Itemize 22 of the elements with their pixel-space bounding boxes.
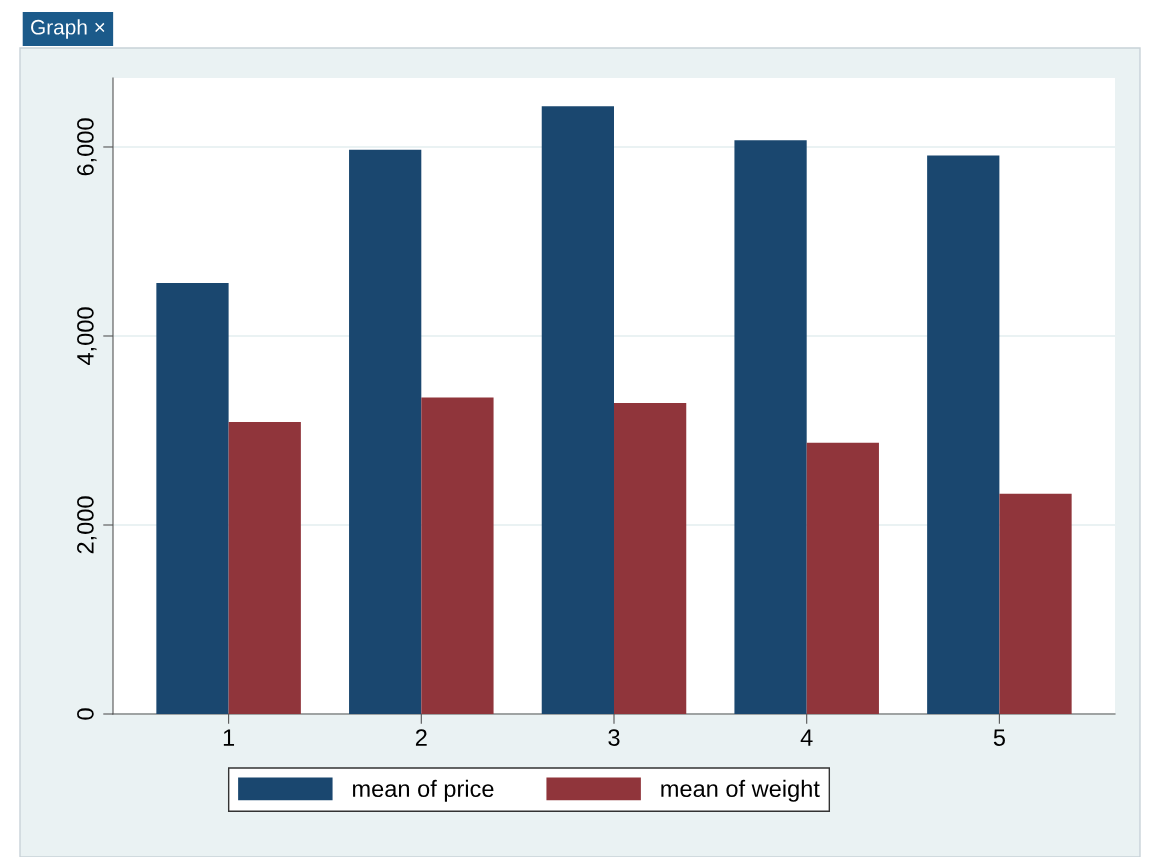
- bar: [349, 149, 422, 714]
- bar: [999, 493, 1072, 714]
- bar: [421, 397, 494, 714]
- bar: [927, 155, 1000, 714]
- x-tick-label: 4: [800, 729, 813, 746]
- y-tick-label: 6,000: [77, 118, 97, 176]
- bar: [806, 442, 879, 714]
- bar: [734, 140, 807, 714]
- x-tick-label: 5: [993, 729, 1005, 746]
- legend-label: mean of price: [353, 779, 494, 802]
- legend-label: mean of weight: [661, 779, 820, 802]
- text: Graph ×: [31, 19, 105, 39]
- y-tick-label: 2,000: [77, 496, 97, 554]
- bar: [614, 403, 687, 714]
- y-tick-label: 4,000: [77, 307, 97, 365]
- x-tick-label: 2: [415, 729, 427, 746]
- bar: [156, 283, 229, 714]
- bar: [541, 106, 614, 714]
- bar: [228, 421, 301, 714]
- x-tick-label: 1: [223, 729, 235, 746]
- x-tick-label: 3: [608, 729, 620, 746]
- y-tick-label: 0: [77, 708, 94, 720]
